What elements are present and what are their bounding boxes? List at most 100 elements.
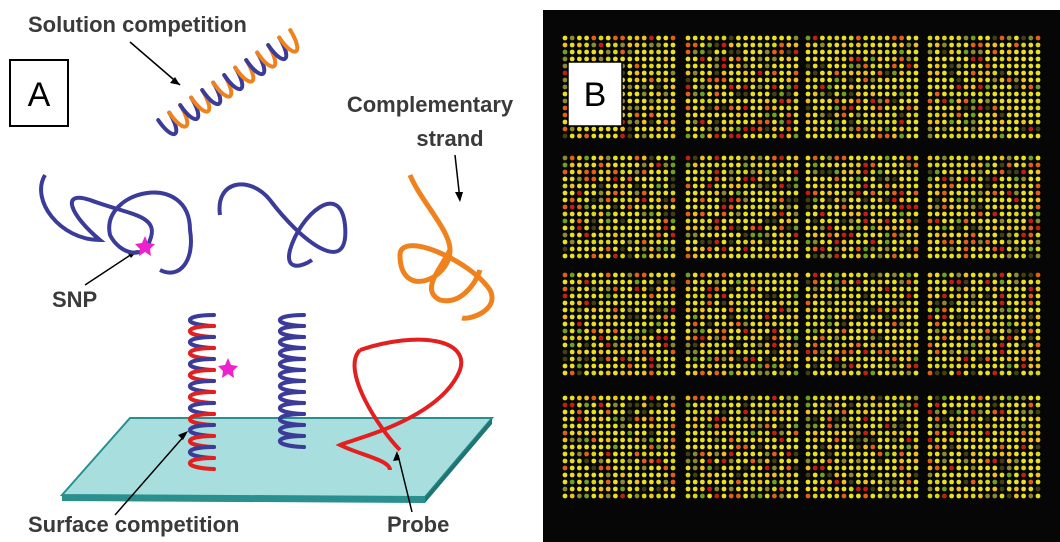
spot: [849, 315, 854, 320]
spot: [935, 219, 940, 224]
spot: [899, 280, 904, 285]
spot: [1007, 431, 1012, 436]
spot: [750, 191, 755, 196]
spot: [942, 294, 947, 299]
spot: [786, 396, 791, 401]
spot: [849, 308, 854, 313]
spot: [906, 410, 911, 415]
spot: [772, 43, 777, 48]
spot: [714, 71, 719, 76]
spot: [635, 205, 640, 210]
spot: [693, 163, 698, 168]
spot: [599, 177, 604, 182]
spot: [765, 85, 770, 90]
spot: [863, 85, 868, 90]
spot: [743, 43, 748, 48]
spot: [971, 198, 976, 203]
spot: [765, 57, 770, 62]
spot: [1021, 106, 1026, 111]
spot: [714, 343, 719, 348]
spot: [914, 445, 919, 450]
spot: [971, 254, 976, 259]
spot: [1007, 212, 1012, 217]
spot: [729, 431, 734, 436]
spot: [914, 410, 919, 415]
spot: [649, 205, 654, 210]
spot: [820, 198, 825, 203]
spot: [779, 445, 784, 450]
spot: [885, 308, 890, 313]
spot: [693, 254, 698, 259]
spot: [707, 280, 712, 285]
spot: [613, 50, 618, 55]
spot: [606, 487, 611, 492]
spot: [813, 205, 818, 210]
spot: [700, 219, 705, 224]
spot: [599, 473, 604, 478]
spot: [899, 371, 904, 376]
spot: [971, 431, 976, 436]
spot: [1036, 273, 1041, 278]
spot: [985, 170, 990, 175]
spot: [750, 371, 755, 376]
spot: [714, 240, 719, 245]
spot: [964, 226, 969, 231]
spot: [806, 113, 811, 118]
spot: [906, 343, 911, 348]
spot: [584, 494, 589, 499]
spot: [885, 438, 890, 443]
spot: [1028, 36, 1033, 41]
spot: [693, 120, 698, 125]
spot: [599, 459, 604, 464]
spot: [878, 445, 883, 450]
spot: [892, 219, 897, 224]
spot: [834, 198, 839, 203]
spot: [779, 191, 784, 196]
spot: [1021, 357, 1026, 362]
spot: [870, 273, 875, 278]
spot: [878, 294, 883, 299]
spot: [978, 308, 983, 313]
spot: [599, 205, 604, 210]
spot: [827, 170, 832, 175]
spot: [599, 403, 604, 408]
spot: [642, 191, 647, 196]
spot: [806, 431, 811, 436]
spot: [714, 308, 719, 313]
spot: [899, 403, 904, 408]
spot: [813, 64, 818, 69]
spot: [627, 417, 632, 422]
spot: [1000, 487, 1005, 492]
spot: [842, 198, 847, 203]
spot: [849, 71, 854, 76]
spot: [584, 294, 589, 299]
spot: [1014, 452, 1019, 457]
spot: [642, 343, 647, 348]
spot: [928, 487, 933, 492]
spot: [856, 240, 861, 245]
spot: [758, 240, 763, 245]
spot: [686, 78, 691, 83]
spot: [563, 92, 568, 97]
spot: [750, 92, 755, 97]
spot: [892, 459, 897, 464]
spot: [813, 233, 818, 238]
spot: [942, 410, 947, 415]
spot: [663, 247, 668, 252]
spot: [627, 64, 632, 69]
spot: [892, 247, 897, 252]
spot: [786, 64, 791, 69]
spot: [563, 431, 568, 436]
spot: [992, 301, 997, 306]
spot: [750, 315, 755, 320]
spot: [686, 50, 691, 55]
spot: [1036, 92, 1041, 97]
spot: [870, 127, 875, 132]
spot: [885, 301, 890, 306]
spot: [570, 301, 575, 306]
spot: [671, 120, 676, 125]
spot: [663, 371, 668, 376]
spot: [942, 233, 947, 238]
spot: [584, 273, 589, 278]
spot: [834, 301, 839, 306]
